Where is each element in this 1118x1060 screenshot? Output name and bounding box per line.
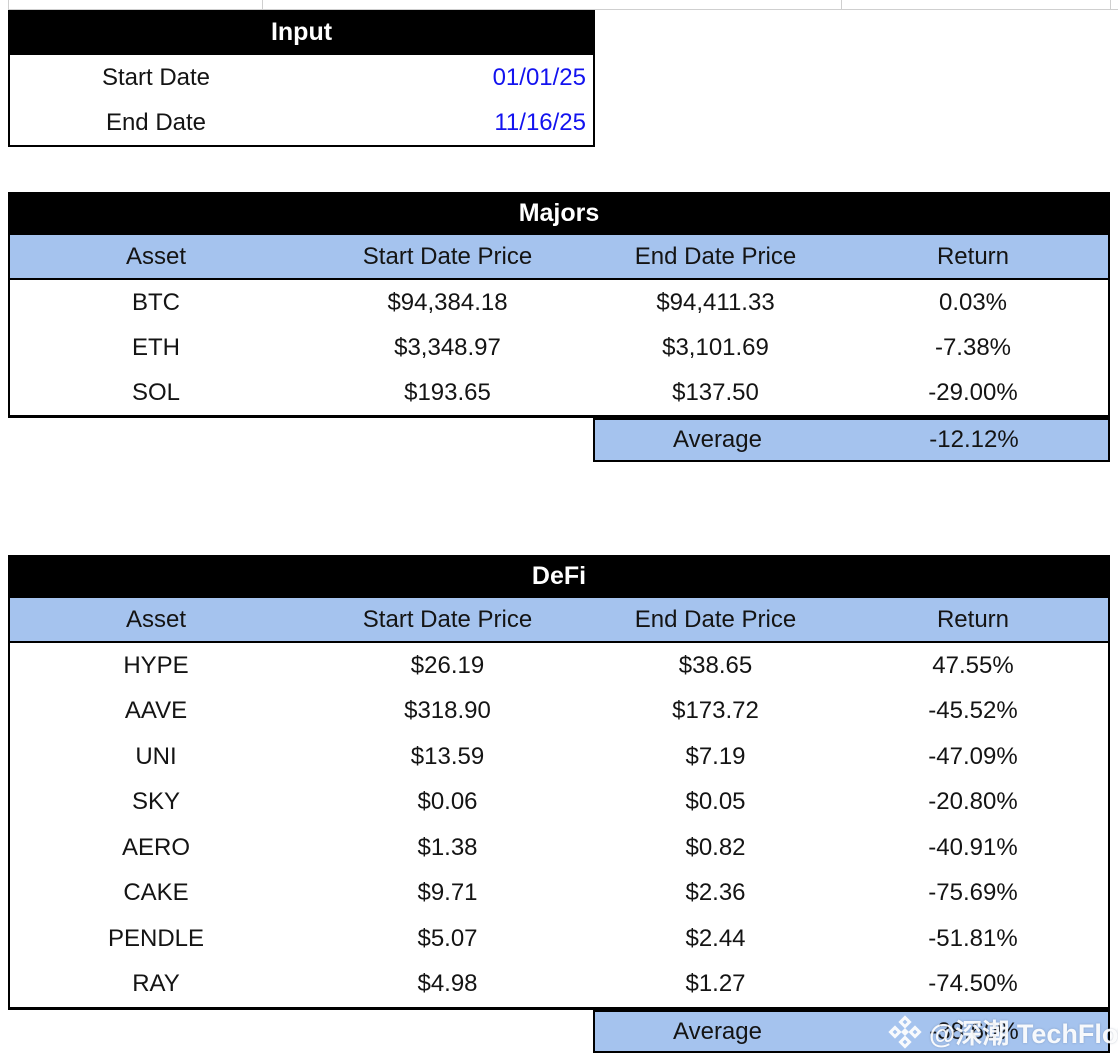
- end-price-cell[interactable]: $1.27: [685, 970, 746, 998]
- end-price-cell[interactable]: $173.72: [672, 697, 759, 725]
- majors-average-box: Average -12.12%: [593, 418, 1110, 462]
- asset-cell[interactable]: PENDLE: [107, 924, 205, 952]
- table-row: AERO $1.38 $0.82 -40.91%: [10, 825, 1108, 871]
- end-price-cell[interactable]: $137.50: [672, 378, 759, 406]
- asset-cell[interactable]: CAKE: [123, 879, 189, 907]
- table-row: UNI $13.59 $7.19 -47.09%: [10, 734, 1108, 780]
- date-value-cell[interactable]: 01/01/25: [492, 63, 586, 91]
- majors-panel-title[interactable]: Majors: [10, 192, 1108, 235]
- input-label-cell[interactable]: Start Date: [101, 63, 211, 91]
- average-value-cell[interactable]: -38.60%: [929, 1017, 1019, 1045]
- return-cell[interactable]: 47.55%: [932, 651, 1014, 679]
- return-cell[interactable]: -74.50%: [928, 970, 1018, 998]
- average-label-cell[interactable]: Average: [673, 1017, 762, 1045]
- column-header-end-price[interactable]: End Date Price: [634, 242, 797, 270]
- input-label-cell[interactable]: End Date: [105, 108, 207, 136]
- date-value-cell[interactable]: 11/16/25: [494, 108, 586, 136]
- asset-cell[interactable]: AERO: [121, 833, 190, 861]
- return-cell[interactable]: -29.00%: [928, 378, 1018, 406]
- table-row: SOL $193.65 $137.50 -29.00%: [10, 370, 1108, 415]
- start-price-cell[interactable]: $318.90: [404, 697, 491, 725]
- majors-column-header-row: Asset Start Date Price End Date Price Re…: [10, 235, 1108, 280]
- start-price-cell[interactable]: $5.07: [417, 924, 478, 952]
- end-price-cell[interactable]: $2.44: [685, 924, 746, 952]
- asset-cell[interactable]: UNI: [135, 742, 177, 770]
- return-cell[interactable]: -75.69%: [928, 879, 1018, 907]
- asset-cell[interactable]: SOL: [131, 378, 181, 406]
- majors-panel: Majors Asset Start Date Price End Date P…: [8, 192, 1110, 418]
- column-header-return[interactable]: Return: [936, 242, 1010, 270]
- end-price-cell[interactable]: $94,411.33: [656, 288, 775, 316]
- end-price-cell[interactable]: $0.82: [685, 833, 746, 861]
- defi-average-box: Average -38.60%: [593, 1010, 1110, 1053]
- start-price-cell[interactable]: $9.71: [417, 879, 478, 907]
- column-header-asset[interactable]: Asset: [125, 242, 187, 270]
- table-row: HYPE $26.19 $38.65 47.55%: [10, 643, 1108, 689]
- asset-cell[interactable]: HYPE: [123, 651, 189, 679]
- return-cell[interactable]: -45.52%: [928, 697, 1018, 725]
- sheet-gridline-stub: [262, 0, 263, 10]
- asset-cell[interactable]: ETH: [132, 333, 180, 361]
- column-header-start-price[interactable]: Start Date Price: [362, 605, 533, 633]
- average-value-cell[interactable]: -12.12%: [929, 426, 1019, 453]
- asset-cell[interactable]: SKY: [131, 788, 181, 816]
- column-header-start-price[interactable]: Start Date Price: [362, 242, 533, 270]
- return-cell[interactable]: -47.09%: [928, 742, 1018, 770]
- start-price-cell[interactable]: $26.19: [410, 651, 485, 679]
- input-panel-title[interactable]: Input: [10, 10, 593, 55]
- start-price-cell[interactable]: $193.65: [404, 378, 491, 406]
- table-row: ETH $3,348.97 $3,101.69 -7.38%: [10, 325, 1108, 370]
- return-cell[interactable]: -51.81%: [928, 924, 1018, 952]
- defi-column-header-row: Asset Start Date Price End Date Price Re…: [10, 598, 1108, 643]
- return-cell[interactable]: -7.38%: [934, 333, 1012, 361]
- end-price-cell[interactable]: $38.65: [678, 651, 753, 679]
- sheet-gridline-horizontal: [8, 9, 1118, 10]
- defi-panel: DeFi Asset Start Date Price End Date Pri…: [8, 555, 1110, 1010]
- table-row: PENDLE $5.07 $2.44 -51.81%: [10, 916, 1108, 962]
- end-price-cell[interactable]: $7.19: [685, 742, 746, 770]
- sheet-gridline-stub: [841, 0, 842, 10]
- asset-cell[interactable]: BTC: [132, 288, 180, 316]
- column-header-end-price[interactable]: End Date Price: [634, 605, 797, 633]
- table-row: RAY $4.98 $1.27 -74.50%: [10, 962, 1108, 1008]
- table-row: CAKE $9.71 $2.36 -75.69%: [10, 871, 1108, 917]
- start-price-cell[interactable]: $3,348.97: [394, 333, 501, 361]
- return-cell[interactable]: 0.03%: [938, 288, 1008, 316]
- input-row: End Date 11/16/25: [10, 100, 593, 145]
- defi-rows: HYPE $26.19 $38.65 47.55% AAVE $318.90 $…: [10, 643, 1108, 1007]
- start-price-cell[interactable]: $1.38: [417, 833, 478, 861]
- end-price-cell[interactable]: $2.36: [685, 879, 746, 907]
- input-panel: Input Start Date 01/01/25 End Date 11/16…: [8, 10, 595, 147]
- table-row: SKY $0.06 $0.05 -20.80%: [10, 780, 1108, 826]
- average-label-cell[interactable]: Average: [673, 426, 762, 453]
- start-price-cell[interactable]: $94,384.18: [387, 288, 508, 316]
- sheet-gridline-stub: [8, 0, 9, 10]
- defi-panel-title[interactable]: DeFi: [10, 555, 1108, 598]
- start-price-cell[interactable]: $13.59: [410, 742, 485, 770]
- start-price-cell[interactable]: $0.06: [417, 788, 478, 816]
- column-header-asset[interactable]: Asset: [125, 605, 187, 633]
- start-price-cell[interactable]: $4.98: [417, 970, 478, 998]
- table-row: AAVE $318.90 $173.72 -45.52%: [10, 689, 1108, 735]
- return-cell[interactable]: -40.91%: [928, 833, 1018, 861]
- end-price-cell[interactable]: $0.05: [685, 788, 746, 816]
- column-header-return[interactable]: Return: [936, 605, 1010, 633]
- table-row: BTC $94,384.18 $94,411.33 0.03%: [10, 280, 1108, 325]
- asset-cell[interactable]: RAY: [132, 970, 180, 998]
- input-row: Start Date 01/01/25: [10, 55, 593, 100]
- return-cell[interactable]: -20.80%: [928, 788, 1018, 816]
- end-price-cell[interactable]: $3,101.69: [662, 333, 769, 361]
- sheet-gridline-stub: [1110, 0, 1111, 10]
- asset-cell[interactable]: AAVE: [124, 697, 188, 725]
